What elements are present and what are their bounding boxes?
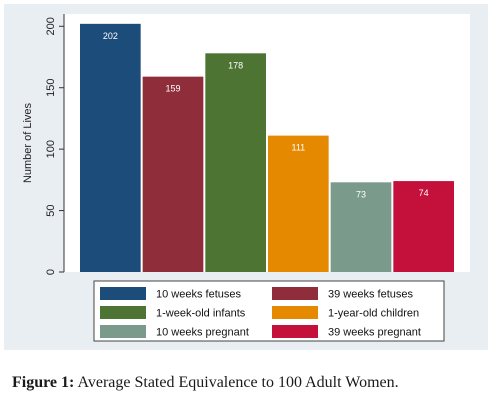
caption-label: Figure 1:	[12, 374, 75, 391]
bar-chart: 202 159 178 111 73 74 0 50 100 150 200 Number of …	[22, 14, 470, 342]
bar-4	[268, 135, 329, 272]
y-tick-label: 0	[45, 269, 57, 275]
y-tick-label: 100	[45, 140, 57, 158]
caption-text: Average Stated Equivalence to 100 Adult …	[74, 374, 399, 391]
legend-swatch	[100, 306, 146, 319]
legend-label: 1-week-old infants	[156, 308, 246, 320]
bar-2	[142, 76, 204, 273]
y-tick-label: 200	[45, 17, 57, 35]
legend-label: 10 weeks pregnant	[156, 327, 249, 339]
y-axis-label: Number of Lives	[22, 102, 34, 183]
legend-label: 39 weeks pregnant	[328, 327, 421, 339]
bar-value-label: 74	[419, 188, 429, 198]
bar-1	[80, 23, 141, 273]
bar-6	[393, 181, 454, 272]
legend-label: 10 weeks fetuses	[156, 289, 241, 301]
legend-swatch	[100, 325, 146, 338]
legend-label: 1-year-old children	[328, 308, 419, 320]
legend-swatch	[100, 287, 146, 300]
y-tick-label: 50	[45, 204, 57, 216]
bar-value-label: 159	[165, 84, 180, 94]
legend-swatch	[272, 287, 318, 300]
figure-panel: 202 159 178 111 73 74 0 50 100 150 200 Number of …	[4, 4, 488, 350]
bar-value-label: 111	[291, 143, 305, 153]
bar-value-label: 73	[356, 189, 366, 199]
legend-swatch	[272, 325, 318, 338]
figure-caption: Figure 1: Average Stated Equivalence to …	[12, 374, 399, 392]
legend-label: 39 weeks fetuses	[328, 289, 413, 301]
legend-box	[93, 280, 445, 342]
bar-3	[205, 53, 266, 272]
bar-5	[330, 182, 392, 272]
y-tick-label: 150	[45, 79, 57, 97]
legend-swatch	[272, 306, 318, 319]
bar-value-label: 178	[228, 60, 243, 70]
bar-value-label: 202	[103, 31, 118, 41]
